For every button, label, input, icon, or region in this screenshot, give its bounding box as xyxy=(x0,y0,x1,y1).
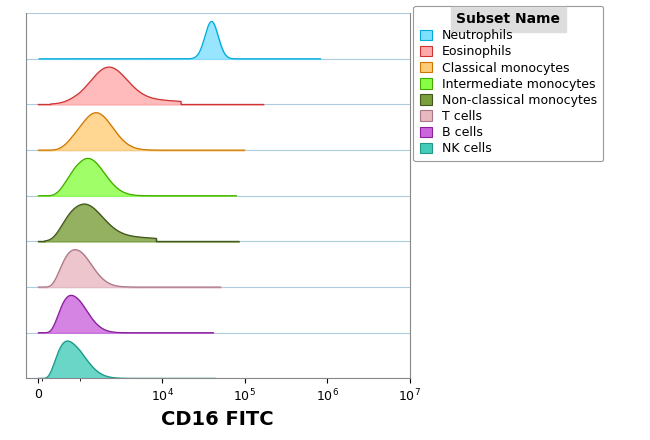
Legend: Neutrophils, Eosinophils, Classical monocytes, Intermediate monocytes, Non-class: Neutrophils, Eosinophils, Classical mono… xyxy=(413,6,603,161)
X-axis label: CD16 FITC: CD16 FITC xyxy=(161,410,274,429)
